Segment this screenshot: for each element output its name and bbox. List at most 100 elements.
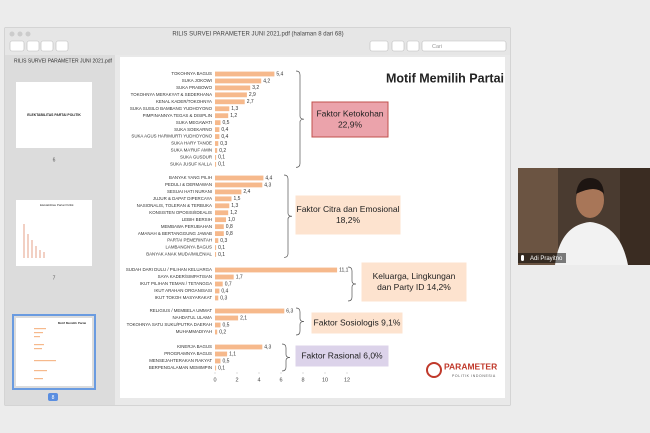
bar [215, 175, 264, 181]
category-label: BERPENGALAMAN MEMIMPIN [149, 365, 212, 370]
page-number: 8 [52, 395, 55, 401]
value-label: 1,3 [231, 203, 238, 209]
window-button[interactable] [25, 31, 31, 37]
bar [215, 182, 263, 188]
group-bracket [295, 307, 305, 336]
x-tick-label: 12 [344, 377, 350, 383]
x-tick-label: 10 [322, 377, 328, 383]
value-label: 0,7 [225, 281, 232, 287]
value-label: 0,1 [218, 155, 225, 161]
category-label: BANYAK ANAK MUDA/MILENIAL [146, 252, 212, 257]
value-label: 0,2 [219, 329, 226, 335]
thumbnail-heading: Elektabilitas Partai Politik [40, 203, 74, 207]
value-label: 0,8 [226, 224, 233, 230]
value-label: 1,7 [236, 274, 243, 280]
zoom-out[interactable] [26, 40, 40, 52]
logo-mark [426, 362, 442, 378]
rotate[interactable] [391, 40, 405, 52]
bar [215, 288, 220, 294]
window-button[interactable] [9, 31, 15, 37]
value-label: 0,1 [218, 162, 225, 168]
group-annotation: Faktor Sosiologis 9,1% [314, 317, 401, 327]
category-label: SUKA GUSDUR [180, 155, 212, 160]
bar [215, 245, 217, 250]
value-label: 0,5 [223, 322, 230, 328]
markup[interactable] [369, 40, 389, 52]
search-placeholder: Cari [432, 44, 442, 50]
thumbnail[interactable] [16, 318, 92, 386]
participant-name: Adi Prayitno [530, 256, 563, 262]
group-annotation: dan Party ID 14,2% [377, 282, 451, 292]
thumbnail[interactable] [16, 82, 92, 148]
category-label: IKUT TOKOH MASYARAKAT [155, 295, 212, 300]
x-tick-label: 0 [213, 377, 216, 383]
value-label: 1,3 [231, 106, 238, 112]
category-label: SUKA HARY TANOE [171, 141, 212, 146]
group-bracket [281, 343, 291, 372]
mic-icon [521, 255, 524, 261]
category-label: PEDULI & DERMAWAN [165, 182, 212, 187]
bar [215, 85, 251, 91]
group-bracket [347, 266, 357, 302]
bar [215, 231, 224, 236]
bar [215, 365, 217, 371]
group-annotation: Faktor Ketokohan [316, 108, 383, 118]
bar [215, 78, 262, 84]
share[interactable] [55, 40, 69, 52]
category-label: SESUAI HATI NURANI [167, 189, 212, 194]
annotate[interactable] [406, 40, 420, 52]
thumbnail[interactable] [16, 200, 92, 266]
bar [215, 196, 232, 202]
value-label: 0,1 [218, 252, 225, 258]
value-label: 0,5 [223, 120, 230, 126]
value-label: 0,3 [220, 295, 227, 301]
bar [215, 267, 338, 273]
group-bracket [283, 174, 293, 258]
window-button[interactable] [17, 31, 23, 37]
category-label: NAHDATUL ULAMA [172, 315, 212, 320]
category-label: SUKA JOKOWI [182, 78, 212, 83]
group-box [311, 312, 403, 334]
category-label: PIMPINANNYA TEGAS & DISIPLIN [143, 113, 212, 118]
value-label: 4,3 [264, 182, 271, 188]
group-annotation: Faktor Rasional 6,0% [301, 350, 383, 360]
x-tick-label: 4 [257, 377, 260, 383]
value-label: 4,3 [264, 344, 271, 350]
category-label: SUKA PRABOWO [176, 85, 212, 90]
bar [215, 210, 229, 216]
category-label: IKUT PILIHAN TEMAN / TETANGGA [140, 281, 212, 286]
value-label: 1,2 [230, 113, 237, 119]
sidebar-toggle[interactable] [9, 40, 25, 52]
category-label: PARTAI PEMERINTAH [167, 238, 212, 243]
bar [215, 315, 239, 321]
bar [215, 161, 217, 167]
person-shirt [555, 222, 628, 265]
category-label: SUKA MA'RUF AMIN [171, 148, 212, 153]
bar [215, 351, 228, 357]
search-field[interactable] [421, 40, 507, 52]
bar [215, 99, 245, 105]
value-label: 3,2 [252, 85, 259, 91]
value-label: 0,1 [218, 245, 225, 251]
value-label: 5,4 [276, 71, 283, 77]
value-label: 2,7 [247, 99, 254, 105]
bar [215, 217, 226, 223]
value-label: 1,5 [234, 196, 241, 202]
thumbnail-heading: ELEKTABILITAS PARTAI POLITIK [27, 113, 81, 117]
x-tick-label: 2 [235, 377, 238, 383]
chart: TOKOHNYA BAGUS 5,4 SUKA JOKOWI 4,2 SUKA PRAB… [126, 70, 467, 383]
group-box [295, 345, 389, 367]
group-annotation: 22,9% [338, 119, 363, 129]
zoom-in[interactable] [40, 40, 54, 52]
x-tick-label: 6 [279, 377, 282, 383]
thumbnail-selected[interactable] [12, 314, 96, 390]
value-label: 4,4 [265, 175, 272, 181]
bar [215, 141, 219, 146]
group-box [311, 101, 389, 138]
group-box [295, 195, 401, 235]
bookshelf [620, 168, 650, 265]
value-label: 0,3 [220, 141, 227, 147]
category-label: KENAL KADER/TOKOHNYA [156, 99, 212, 104]
